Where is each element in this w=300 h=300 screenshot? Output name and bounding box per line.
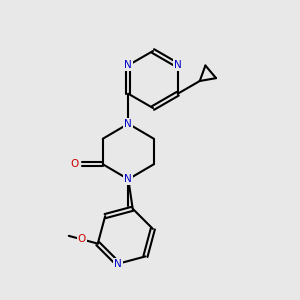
Text: N: N (124, 119, 132, 129)
Text: N: N (124, 60, 132, 70)
Text: O: O (70, 159, 78, 169)
Text: O: O (78, 234, 86, 244)
Text: N: N (124, 174, 132, 184)
Text: N: N (174, 60, 182, 70)
Text: N: N (114, 259, 122, 269)
